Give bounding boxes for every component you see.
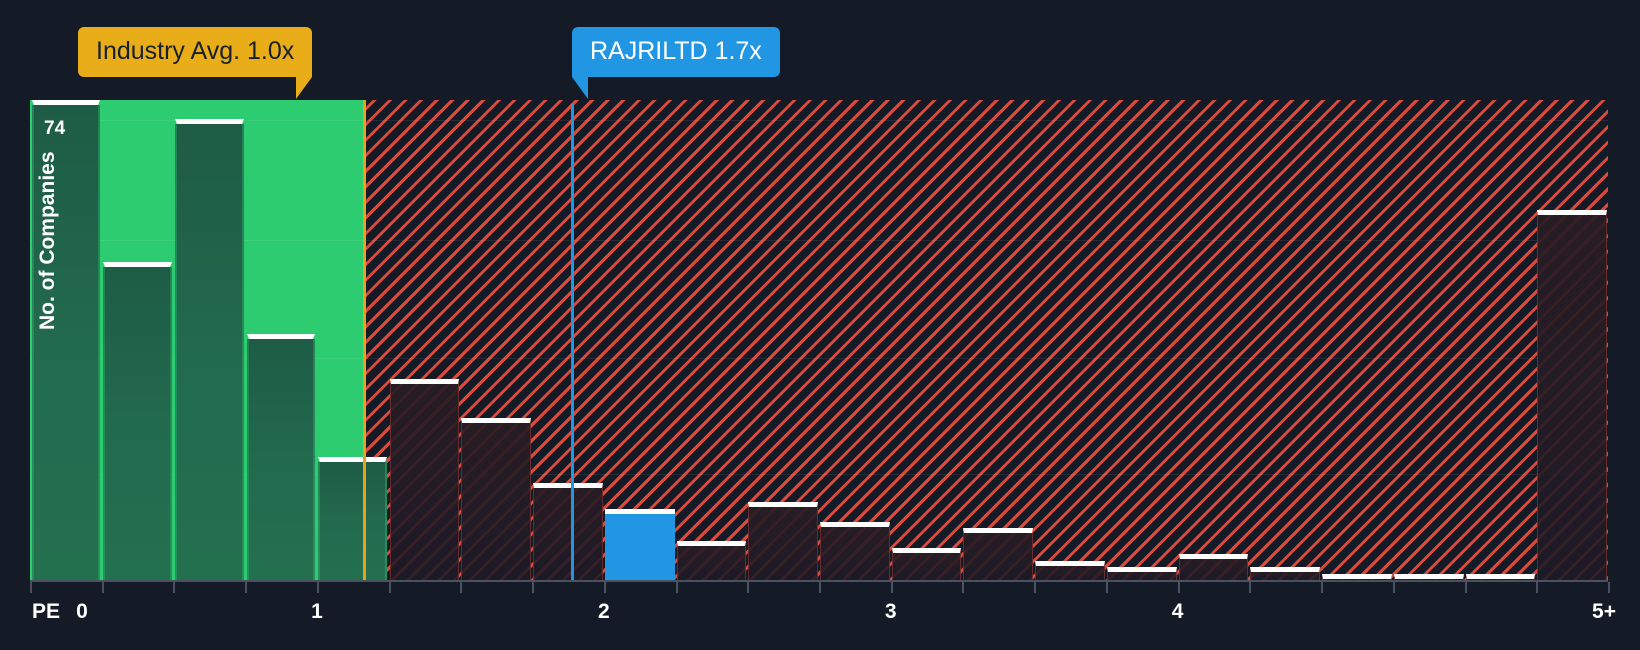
x-axis-tick [460, 582, 463, 593]
bar-12[interactable] [891, 547, 962, 580]
bar-16[interactable] [1178, 554, 1249, 580]
company-marker-line [571, 104, 574, 580]
bar-11[interactable] [820, 521, 890, 580]
bar-17[interactable] [1250, 567, 1321, 580]
x-axis-label-2: 2 [597, 600, 610, 623]
company-callout-label: RAJRILTD 1.7x [590, 37, 762, 65]
bar-9[interactable] [676, 541, 747, 580]
bar-13[interactable] [963, 528, 1034, 580]
x-axis-tick [1464, 582, 1467, 593]
x-axis-tick [1321, 582, 1324, 593]
bar-21[interactable] [1537, 210, 1607, 580]
x-axis-label-1: 1 [311, 600, 323, 623]
x-axis-label-0: 0 [76, 600, 88, 623]
y-axis-caption: No. of Companies [36, 151, 59, 330]
bar-19[interactable] [1393, 573, 1464, 580]
bar-20[interactable] [1465, 573, 1536, 580]
company-callout[interactable]: RAJRILTD 1.7x [572, 27, 780, 100]
x-axis-line [30, 580, 1608, 582]
bar-7[interactable] [533, 482, 603, 580]
bar-15[interactable] [1106, 567, 1177, 580]
x-axis-tick [603, 582, 606, 593]
x-axis-tick [101, 582, 104, 593]
x-axis-prefix-label: PE [32, 600, 61, 623]
x-axis-tick [245, 582, 248, 593]
x-axis-tick [1392, 582, 1395, 593]
industry-average-line [363, 100, 366, 580]
bar-10[interactable] [748, 502, 818, 580]
x-axis-tick [316, 582, 319, 593]
x-axis-tick [173, 582, 176, 593]
plot-area [30, 100, 1608, 580]
x-axis-tick [747, 582, 750, 593]
x-axis-tick [532, 582, 535, 593]
x-axis-tick [1608, 582, 1610, 593]
y-axis-max-label: 74 [44, 118, 66, 139]
x-axis-label-4: 4 [1171, 600, 1184, 623]
x-axis-tick [1536, 582, 1539, 593]
industry-average-callout-tail [296, 77, 313, 100]
bar-6[interactable] [461, 417, 532, 580]
x-axis-tick [1034, 582, 1037, 593]
bar-5[interactable] [389, 378, 460, 580]
bar-18[interactable] [1322, 573, 1392, 580]
x-axis-label-5+: 5+ [1592, 600, 1616, 623]
x-axis-tick [819, 582, 821, 593]
x-axis-label-3: 3 [884, 600, 897, 623]
industry-average-callout[interactable]: Industry Avg. 1.0x [78, 27, 313, 100]
bar-8[interactable] [604, 508, 675, 580]
x-axis-tick [962, 582, 965, 593]
bar-2[interactable] [174, 119, 244, 580]
bar-14[interactable] [1035, 560, 1105, 580]
bar-1[interactable] [103, 262, 172, 580]
company-callout-tail [572, 77, 588, 100]
x-axis-tick [388, 582, 391, 593]
bar-0[interactable] [31, 100, 101, 580]
x-axis-tick [1177, 582, 1180, 593]
industry-average-callout-label: Industry Avg. 1.0x [96, 37, 295, 65]
x-axis-tick [1249, 582, 1252, 593]
bar-3[interactable] [246, 333, 316, 580]
bar-4[interactable] [318, 456, 388, 580]
x-axis-tick [675, 582, 678, 593]
x-axis-tick [30, 582, 32, 593]
x-axis-tick [890, 582, 893, 593]
x-axis-tick [1105, 582, 1108, 593]
